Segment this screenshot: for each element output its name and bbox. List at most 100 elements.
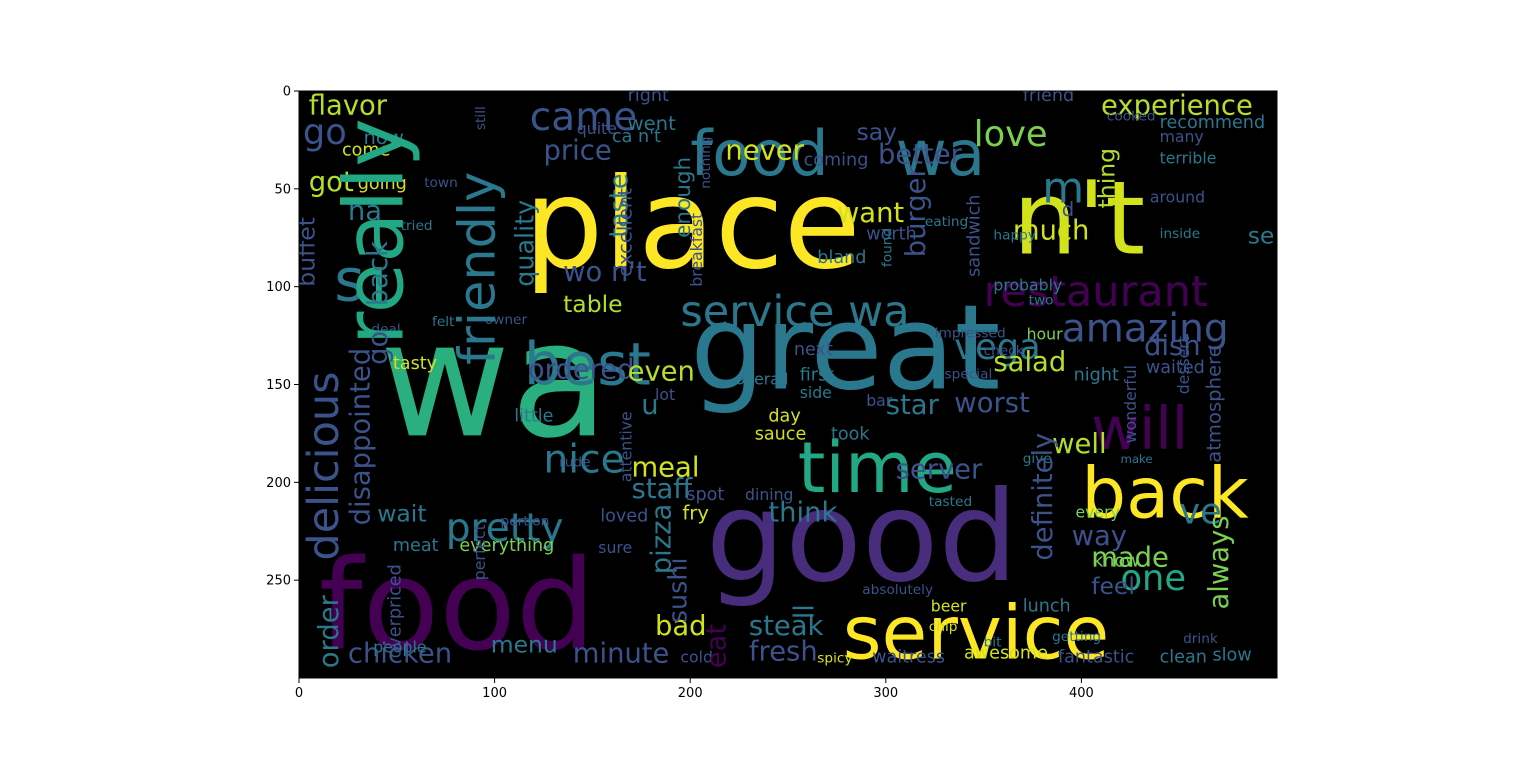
word-46: say bbox=[857, 118, 898, 146]
word-112: recommend bbox=[1160, 113, 1266, 133]
word-65: fry bbox=[682, 502, 709, 525]
word-41: now bbox=[364, 126, 404, 149]
word-74: next bbox=[794, 340, 833, 360]
vertical-word-30: found bbox=[880, 228, 896, 267]
vertical-word-27: wonderful bbox=[1121, 365, 1140, 443]
word-80: meat bbox=[393, 536, 439, 556]
vertical-word-3: disappointed bbox=[345, 348, 376, 526]
word-35: made bbox=[1091, 543, 1169, 574]
word-25: staff bbox=[632, 474, 694, 505]
word-105: eating bbox=[925, 214, 968, 230]
vertical-word-10: thing bbox=[1093, 148, 1121, 208]
word-16: amazing bbox=[1062, 307, 1229, 352]
word-84: clean bbox=[1160, 647, 1207, 667]
word-51: want bbox=[837, 198, 905, 229]
word-86: cold bbox=[680, 647, 713, 666]
word-12: best bbox=[524, 331, 651, 399]
word-110: terrible bbox=[1160, 148, 1217, 167]
vertical-word-4: quality bbox=[510, 200, 540, 287]
word-69: day bbox=[768, 407, 800, 427]
word-49: coming bbox=[804, 150, 869, 170]
word-118: right bbox=[628, 86, 669, 106]
y-tick-label-3: 150 bbox=[266, 378, 291, 393]
word-87: spicy bbox=[817, 650, 852, 666]
word-26: think bbox=[768, 498, 837, 529]
word-71: lot bbox=[655, 385, 675, 404]
word-82: awesome bbox=[964, 643, 1048, 663]
word-78: loved bbox=[600, 507, 648, 527]
word-104: worth bbox=[866, 225, 916, 245]
word-31: well bbox=[1052, 429, 1106, 460]
word-39: got bbox=[309, 167, 354, 198]
x-tick-label-3: 300 bbox=[873, 686, 898, 701]
word-96: way bbox=[1072, 521, 1127, 552]
word-81: waitress bbox=[872, 647, 945, 667]
x-tick-label-0: 0 bbox=[295, 686, 303, 701]
word-91: chip bbox=[929, 619, 958, 635]
word-40: going bbox=[358, 174, 407, 194]
word-115: two bbox=[1029, 292, 1054, 308]
word-58: u bbox=[641, 390, 658, 421]
word-89: beer bbox=[931, 597, 967, 616]
vertical-word-15: dessert bbox=[1174, 336, 1193, 394]
word-1: good bbox=[706, 464, 1018, 610]
word-72: little bbox=[514, 407, 553, 427]
y-axis: 0 50 100 150 200 250 bbox=[266, 85, 299, 589]
word-30: dish bbox=[1144, 331, 1201, 362]
word-14: restaurant bbox=[984, 267, 1208, 317]
word-32: server bbox=[896, 454, 983, 485]
vertical-word-8: breakfast bbox=[687, 213, 706, 287]
word-100: night bbox=[1074, 366, 1119, 386]
word-45: went bbox=[628, 112, 676, 135]
word-116: ca n't bbox=[612, 127, 661, 147]
word-90: absolutely bbox=[862, 582, 933, 598]
word-4: great bbox=[690, 279, 1000, 416]
x-axis: 0 100 200 300 400 bbox=[295, 678, 1094, 701]
word-113: friend bbox=[1023, 86, 1074, 106]
vertical-word-26: perfect bbox=[470, 524, 489, 580]
vertical-word-25: attentive bbox=[617, 411, 636, 482]
word-106: d bbox=[1062, 198, 1074, 221]
word-52: much bbox=[1013, 216, 1089, 247]
vertical-word-17: sushi bbox=[662, 557, 692, 623]
word-68: took bbox=[831, 424, 870, 444]
vertical-word-7: excellent bbox=[614, 188, 637, 277]
word-28: star bbox=[886, 390, 940, 421]
x-tick-label-1: 100 bbox=[482, 686, 507, 701]
word-55: ordered bbox=[528, 355, 635, 386]
word-103: check bbox=[984, 343, 1024, 359]
word-23: chicken bbox=[348, 638, 452, 669]
word-83: fantastic bbox=[1058, 647, 1134, 667]
word-101: hour bbox=[1027, 325, 1063, 344]
word-15: service wa bbox=[680, 287, 909, 337]
word-79: sure bbox=[598, 538, 632, 557]
vertical-word-5: taste bbox=[604, 173, 634, 237]
word-cloud: wagoodfoodplacegreatn'tservicebacktimefo… bbox=[293, 86, 1354, 678]
word-50: m bbox=[1042, 164, 1084, 214]
y-tick-label-5: 250 bbox=[266, 574, 291, 589]
word-122: deal bbox=[371, 322, 400, 338]
word-34: one bbox=[1121, 558, 1186, 599]
word-29: salad bbox=[993, 347, 1066, 378]
vertical-word-6: enough bbox=[671, 157, 696, 238]
word-18: nice bbox=[544, 438, 625, 483]
vertical-word-14: atmosphere bbox=[1202, 345, 1225, 463]
y-tick-label-4: 200 bbox=[266, 476, 291, 491]
word-13: s bbox=[334, 246, 365, 314]
word-20: love bbox=[974, 114, 1048, 155]
vertical-word-20: order bbox=[314, 594, 345, 668]
word-3: place bbox=[524, 151, 861, 297]
word-77: everything bbox=[459, 536, 554, 556]
vertical-word-2: delicious bbox=[299, 371, 349, 560]
word-75: bar bbox=[866, 391, 893, 410]
word-132: rude bbox=[559, 455, 590, 471]
word-111: many bbox=[1160, 127, 1204, 146]
vertical-word-29: nothing bbox=[698, 137, 714, 189]
word-66: spot bbox=[686, 485, 724, 505]
word-130: selection bbox=[1248, 222, 1354, 250]
vertical-word-21: buffet bbox=[293, 217, 321, 287]
word-63: bad bbox=[655, 611, 707, 642]
word-64: fresh bbox=[749, 636, 818, 667]
vertical-word-16: pizza bbox=[647, 504, 678, 575]
